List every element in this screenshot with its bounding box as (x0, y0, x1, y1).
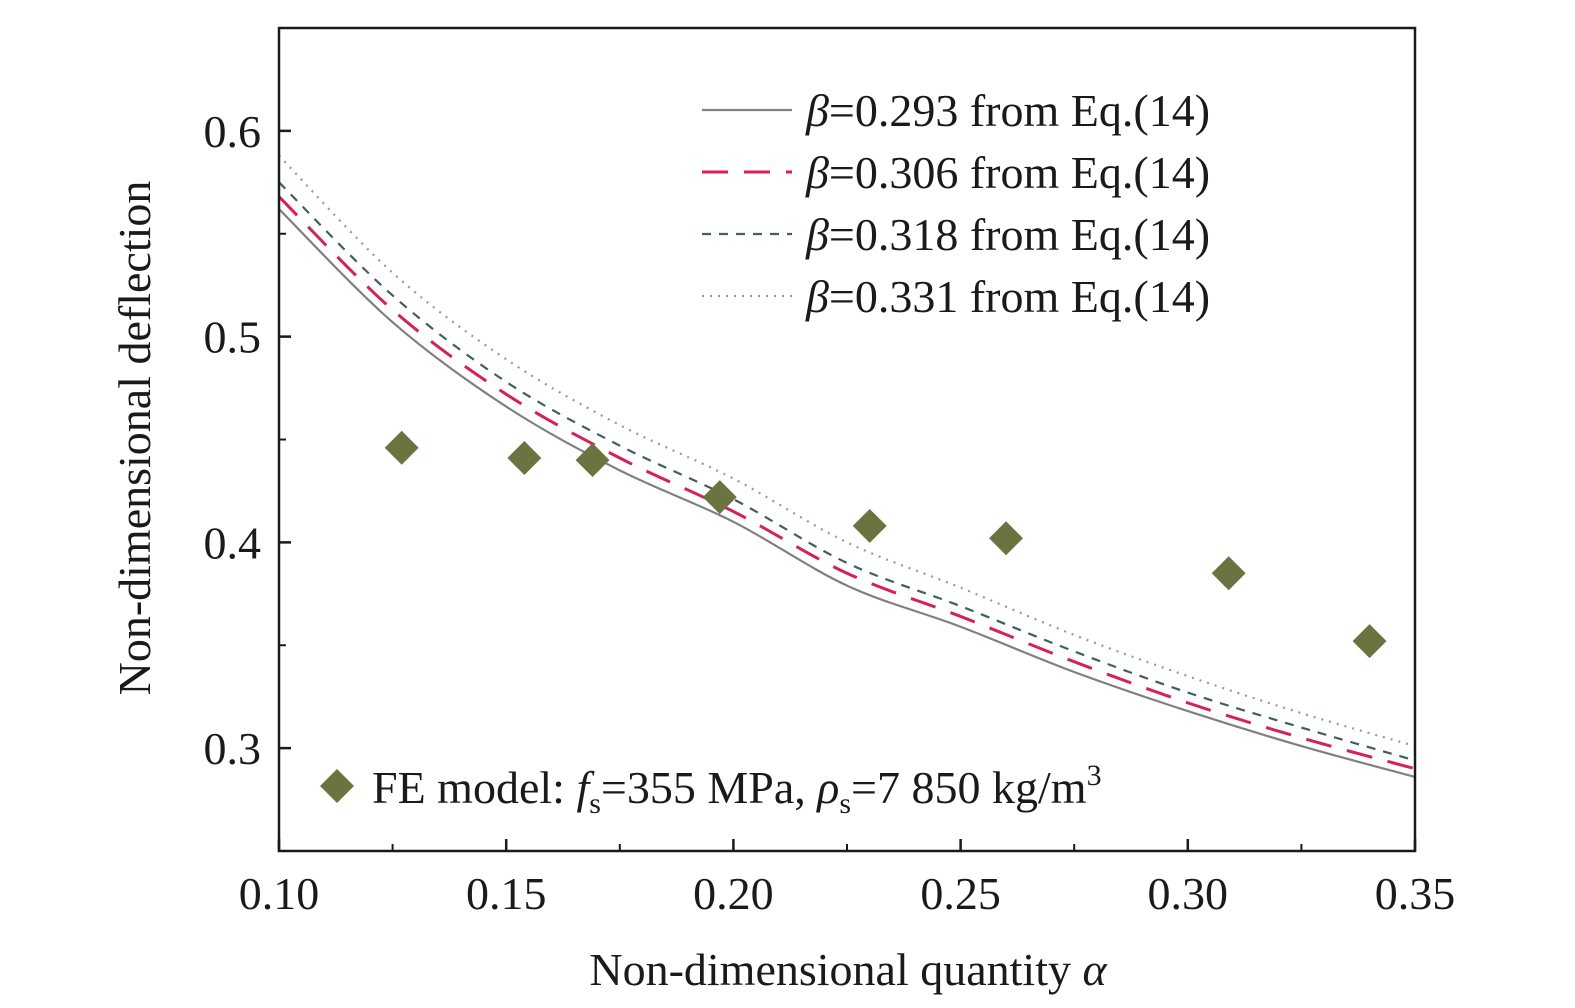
scatter-legend-label: FE model: fs=355 MPa, ρs=7 850 kg/m3 (372, 759, 1102, 820)
fe-model-point (989, 521, 1024, 556)
y-tick-label: 0.6 (204, 106, 262, 157)
series-line-4 (279, 154, 1415, 748)
scatter-legend-marker (320, 769, 354, 803)
fe-model-point (384, 430, 419, 465)
y-axis-title: Non-dimensional deflection (109, 181, 160, 696)
x-tick-label: 0.35 (1375, 868, 1456, 919)
fe-model-point (1352, 624, 1387, 659)
series-line-3 (279, 181, 1415, 762)
legend-label-1: β=0.293 from Eq.(14) (805, 85, 1210, 136)
series-line-2 (279, 195, 1415, 771)
fe-model-point (852, 508, 887, 543)
plot-area (279, 154, 1415, 778)
legend-label-4: β=0.331 from Eq.(14) (805, 271, 1210, 322)
fe-model-point (507, 441, 542, 475)
x-tick-label: 0.25 (920, 868, 1001, 919)
fe-model-point (575, 443, 610, 478)
x-tick-label: 0.30 (1148, 868, 1229, 919)
series-line-1 (279, 208, 1415, 778)
y-tick-label: 0.3 (204, 723, 262, 774)
legend: β=0.293 from Eq.(14) β=0.306 from Eq.(14)… (702, 85, 1210, 322)
scatter-legend: FE model: fs=355 MPa, ρs=7 850 kg/m3 (320, 759, 1102, 820)
fe-model-point (702, 480, 737, 515)
fe-model-point (1211, 556, 1246, 591)
x-axis-title: Non-dimensional quantity α (589, 944, 1107, 995)
legend-label-3: β=0.318 from Eq.(14) (805, 209, 1210, 260)
legend-label-2: β=0.306 from Eq.(14) (805, 147, 1210, 198)
y-tick-label: 0.5 (204, 312, 262, 363)
x-tick-label: 0.15 (466, 868, 547, 919)
x-tick-label: 0.10 (239, 868, 320, 919)
x-tick-label: 0.20 (693, 868, 774, 919)
axes: 0.10 0.15 0.20 0.25 0.30 0.35 0.3 0.4 0.5 0.6 (204, 26, 1456, 919)
y-tick-label: 0.4 (204, 517, 262, 568)
